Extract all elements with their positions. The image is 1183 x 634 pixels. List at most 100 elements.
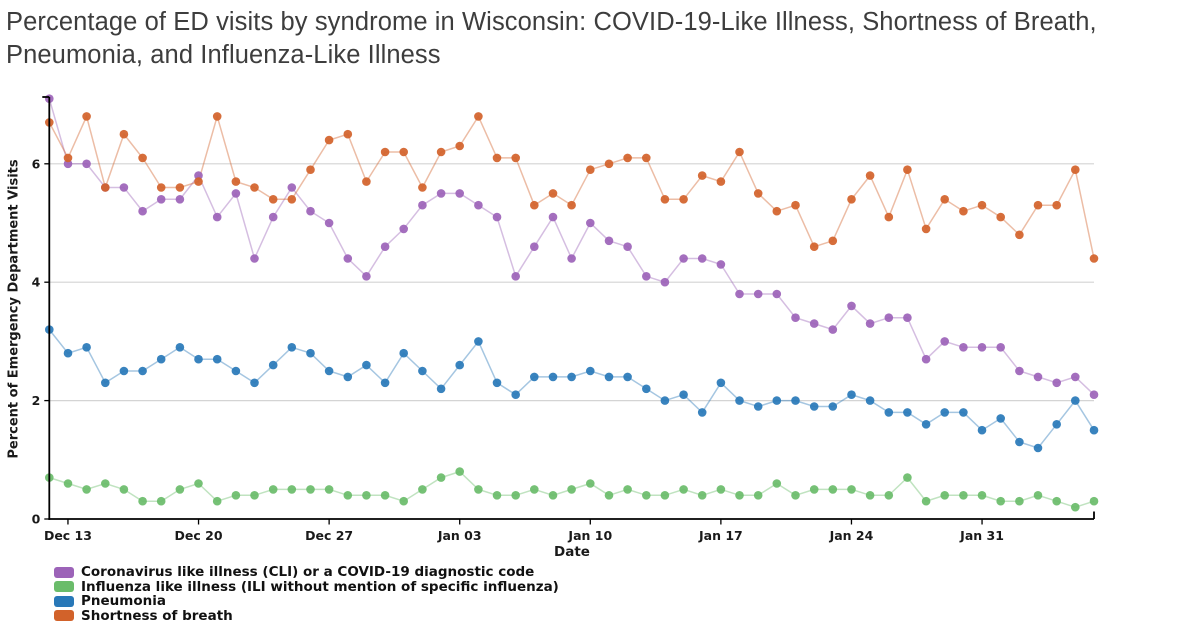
data-point-shortness-of-breath-jan-23[interactable]	[828, 236, 838, 246]
data-point-shortness-of-breath-dec-21[interactable]	[212, 112, 222, 121]
data-point-cli-dec-23[interactable]	[250, 254, 259, 263]
data-point-shortness-of-breath-jan-21[interactable]	[791, 200, 800, 210]
data-point-shortness-of-breath-jan-15[interactable]	[679, 195, 688, 204]
legend-item-shortness-of-breath[interactable]: Shortness of breath	[54, 608, 559, 624]
data-point-shortness-of-breath-feb-05[interactable]	[1071, 165, 1080, 174]
data-point-shortness-of-breath-jan-03[interactable]	[455, 141, 465, 151]
data-point-cli-dec-19[interactable]	[175, 195, 185, 204]
data-point-shortness-of-breath-jan-30[interactable]	[959, 206, 968, 216]
data-point-shortness-of-breath-dec-22[interactable]	[231, 177, 241, 186]
data-point-cli-feb-05[interactable]	[1071, 372, 1080, 382]
data-point-ili-dec-14[interactable]	[82, 485, 91, 494]
data-point-ili-dec-20[interactable]	[194, 479, 203, 488]
data-point-cli-dec-26[interactable]	[306, 206, 315, 216]
data-point-cli-jan-24[interactable]	[847, 301, 856, 311]
data-point-pneumonia-jan-25[interactable]	[865, 396, 875, 405]
data-point-cli-jan-05[interactable]	[492, 212, 502, 222]
data-point-pneumonia-jan-12[interactable]	[623, 372, 632, 382]
data-point-shortness-of-breath-jan-31[interactable]	[977, 200, 987, 210]
data-point-shortness-of-breath-jan-14[interactable]	[660, 195, 670, 204]
data-point-pneumonia-jan-19[interactable]	[753, 402, 763, 411]
data-point-cli-jan-01[interactable]	[418, 200, 427, 210]
data-point-shortness-of-breath-dec-16[interactable]	[119, 129, 129, 139]
data-point-ili-dec-26[interactable]	[306, 485, 315, 494]
data-point-shortness-of-breath-dec-23[interactable]	[250, 183, 259, 192]
data-point-ili-jan-06[interactable]	[511, 491, 520, 500]
data-point-cli-dec-18[interactable]	[156, 195, 166, 204]
data-point-shortness-of-breath-dec-30[interactable]	[380, 147, 390, 157]
data-point-pneumonia-jan-14[interactable]	[660, 396, 670, 405]
data-point-pneumonia-dec-19[interactable]	[175, 343, 185, 352]
legend-item-cli[interactable]: Coronavirus like illness (CLI) or a COVI…	[54, 565, 559, 580]
data-point-pneumonia-jan-18[interactable]	[735, 396, 744, 405]
data-point-ili-dec-16[interactable]	[119, 485, 129, 494]
data-point-shortness-of-breath-dec-28[interactable]	[343, 129, 353, 139]
data-point-ili-dec-24[interactable]	[268, 485, 278, 494]
data-point-pneumonia-dec-22[interactable]	[231, 366, 241, 376]
data-point-ili-jan-28[interactable]	[921, 496, 931, 506]
data-point-ili-dec-23[interactable]	[250, 491, 259, 500]
data-point-shortness-of-breath-feb-04[interactable]	[1052, 200, 1061, 210]
data-point-cli-jan-03[interactable]	[455, 189, 465, 198]
data-point-pneumonia-feb-03[interactable]	[1033, 443, 1043, 453]
data-point-pneumonia-jan-07[interactable]	[530, 372, 539, 382]
data-point-ili-dec-28[interactable]	[343, 491, 353, 500]
data-point-shortness-of-breath-jan-17[interactable]	[716, 177, 726, 186]
data-point-cli-jan-02[interactable]	[436, 189, 446, 198]
data-point-cli-feb-03[interactable]	[1033, 372, 1043, 382]
data-point-pneumonia-jan-17[interactable]	[716, 378, 726, 388]
data-point-pneumonia-dec-30[interactable]	[380, 378, 390, 388]
data-point-shortness-of-breath-jan-28[interactable]	[921, 224, 931, 234]
data-point-cli-jan-04[interactable]	[474, 200, 483, 210]
data-point-pneumonia-dec-18[interactable]	[156, 354, 166, 364]
data-point-cli-dec-31[interactable]	[399, 224, 409, 234]
data-point-ili-dec-31[interactable]	[399, 496, 409, 506]
data-point-cli-jan-25[interactable]	[865, 319, 875, 328]
data-point-pneumonia-jan-03[interactable]	[455, 360, 465, 370]
data-point-cli-feb-04[interactable]	[1052, 378, 1061, 388]
data-point-pneumonia-feb-01[interactable]	[996, 414, 1005, 423]
data-point-shortness-of-breath-jan-13[interactable]	[642, 153, 651, 163]
data-point-cli-jan-31[interactable]	[977, 343, 987, 352]
data-point-ili-jan-27[interactable]	[903, 473, 912, 482]
data-point-cli-jan-19[interactable]	[753, 289, 763, 299]
data-point-cli-dec-20[interactable]	[194, 171, 203, 180]
data-point-ili-dec-17[interactable]	[138, 496, 147, 506]
data-point-shortness-of-breath-dec-24[interactable]	[268, 195, 278, 204]
data-point-pneumonia-dec-16[interactable]	[119, 366, 129, 376]
data-point-cli-feb-06[interactable]	[1089, 390, 1099, 400]
data-point-ili-jan-29[interactable]	[940, 491, 949, 500]
data-point-pneumonia-jan-06[interactable]	[511, 390, 520, 400]
data-point-ili-dec-13[interactable]	[63, 479, 73, 488]
data-point-cli-dec-25[interactable]	[287, 183, 297, 192]
legend-item-pneumonia[interactable]: Pneumonia	[54, 594, 559, 609]
data-point-pneumonia-dec-31[interactable]	[399, 348, 409, 358]
data-point-shortness-of-breath-jan-10[interactable]	[586, 165, 595, 174]
data-point-pneumonia-dec-29[interactable]	[362, 360, 371, 370]
data-point-ili-dec-27[interactable]	[324, 485, 334, 494]
data-point-pneumonia-jan-24[interactable]	[847, 390, 856, 400]
data-point-pneumonia-dec-21[interactable]	[212, 354, 222, 364]
data-point-shortness-of-breath-dec-20[interactable]	[194, 177, 203, 186]
data-point-pneumonia-jan-20[interactable]	[772, 396, 782, 405]
data-point-pneumonia-dec-20[interactable]	[194, 354, 203, 364]
data-point-cli-jan-18[interactable]	[735, 289, 744, 299]
data-point-cli-dec-21[interactable]	[212, 212, 222, 222]
data-point-ili-jan-03[interactable]	[455, 467, 465, 476]
data-point-shortness-of-breath-jan-01[interactable]	[418, 183, 427, 192]
data-point-pneumonia-dec-15[interactable]	[101, 378, 110, 388]
data-point-shortness-of-breath-jan-04[interactable]	[474, 112, 483, 121]
data-point-ili-jan-16[interactable]	[697, 491, 707, 500]
data-point-shortness-of-breath-jan-29[interactable]	[940, 195, 949, 204]
data-point-pneumonia-jan-09[interactable]	[567, 372, 576, 382]
data-point-pneumonia-dec-24[interactable]	[268, 360, 278, 370]
data-point-shortness-of-breath-dec-31[interactable]	[399, 147, 409, 157]
data-point-ili-jan-14[interactable]	[660, 491, 670, 500]
data-point-pneumonia-jan-01[interactable]	[418, 366, 427, 376]
data-point-ili-dec-30[interactable]	[380, 491, 390, 500]
data-point-ili-jan-09[interactable]	[567, 485, 576, 494]
data-point-cli-jan-17[interactable]	[716, 260, 726, 269]
data-point-cli-jan-20[interactable]	[772, 289, 782, 299]
data-point-cli-jan-23[interactable]	[828, 325, 838, 334]
data-point-cli-jan-08[interactable]	[548, 212, 558, 222]
